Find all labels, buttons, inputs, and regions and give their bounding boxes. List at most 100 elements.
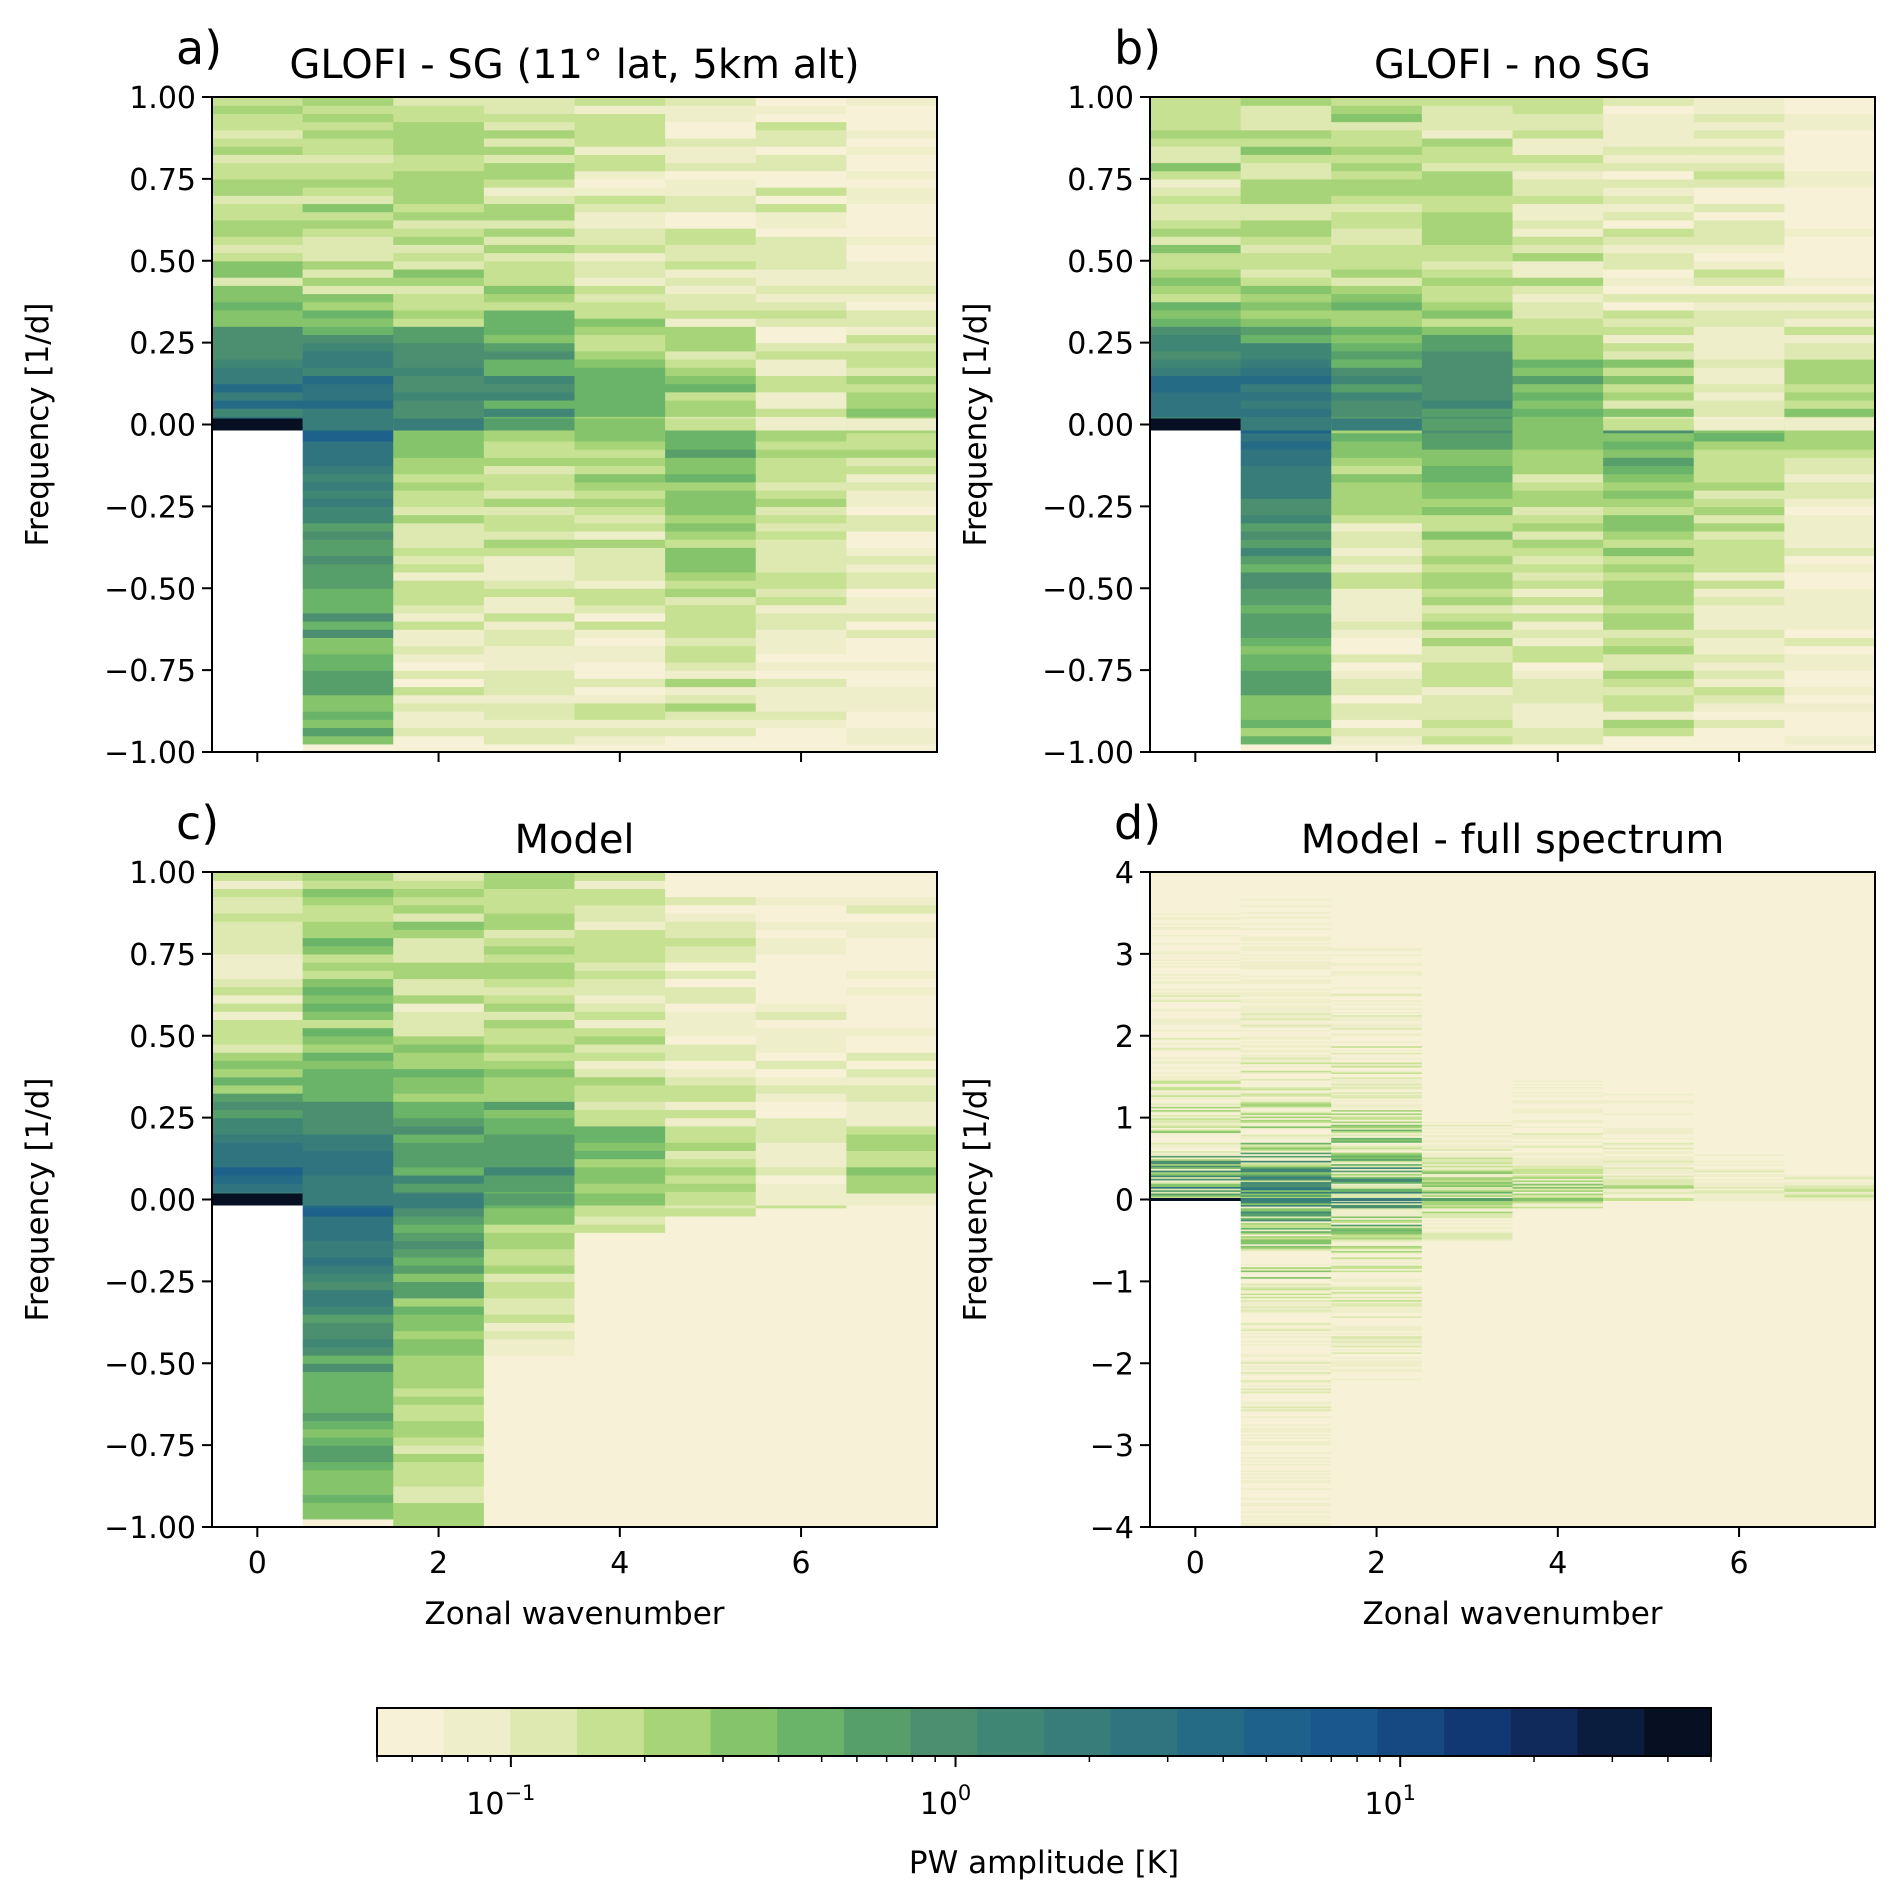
heatmap-cell bbox=[1331, 1142, 1423, 1145]
heatmap-cell bbox=[1603, 1505, 1695, 1508]
heatmap-cell bbox=[1512, 498, 1604, 507]
heatmap-cell bbox=[1603, 937, 1695, 940]
heatmap-cell bbox=[483, 367, 576, 376]
heatmap-cell bbox=[755, 146, 847, 155]
heatmap-cell bbox=[574, 962, 666, 971]
heatmap-cell bbox=[1603, 973, 1695, 976]
heatmap-cell bbox=[1784, 1039, 1876, 1042]
heatmap-cell bbox=[1603, 1454, 1695, 1458]
heatmap-cell bbox=[1693, 571, 1785, 581]
heatmap-cell bbox=[1331, 727, 1423, 737]
heatmap-cell bbox=[665, 896, 757, 906]
heatmap-cell bbox=[1603, 1471, 1695, 1474]
heatmap-cell bbox=[574, 970, 666, 980]
heatmap-cell bbox=[1331, 1468, 1423, 1471]
heatmap-cell bbox=[393, 727, 485, 737]
heatmap-cell bbox=[1603, 1379, 1695, 1382]
heatmap-cell bbox=[1512, 1134, 1604, 1137]
heatmap-cell bbox=[574, 670, 666, 679]
heatmap-cell bbox=[665, 1273, 757, 1282]
heatmap-cell bbox=[1693, 978, 1785, 981]
heatmap-cell bbox=[755, 872, 847, 881]
heatmap-cell bbox=[574, 399, 666, 409]
heatmap-cell bbox=[1240, 1415, 1332, 1418]
heatmap-cell bbox=[1512, 1476, 1604, 1479]
heatmap-cell bbox=[1512, 1499, 1604, 1502]
heatmap-cell bbox=[574, 1052, 666, 1061]
heatmap-cell bbox=[755, 571, 847, 581]
heatmap-cell bbox=[1693, 1016, 1785, 1019]
y-axis-label: Frequency [1/d] bbox=[958, 302, 994, 546]
heatmap-cell bbox=[1784, 1137, 1876, 1140]
heatmap-cell bbox=[574, 1346, 666, 1356]
heatmap-cell bbox=[1784, 1386, 1876, 1389]
heatmap-cell bbox=[1784, 359, 1876, 368]
heatmap-cell bbox=[846, 1240, 938, 1250]
heatmap-cell bbox=[1603, 894, 1695, 898]
heatmap-cell bbox=[755, 1305, 847, 1315]
heatmap-cell bbox=[212, 309, 304, 319]
heatmap-cell bbox=[574, 1043, 666, 1053]
heatmap-cell bbox=[1331, 984, 1423, 988]
heatmap-cell bbox=[1512, 1418, 1604, 1422]
heatmap-cell bbox=[1331, 1479, 1423, 1482]
heatmap-cell bbox=[393, 146, 485, 155]
heatmap-cell bbox=[483, 962, 576, 971]
heatmap-cell bbox=[1150, 1057, 1242, 1060]
y-tick-label: −0.25 bbox=[1042, 490, 1134, 525]
heatmap-cell bbox=[1240, 1515, 1332, 1518]
heatmap-cell bbox=[1331, 1009, 1423, 1012]
heatmap-cell bbox=[1421, 1233, 1514, 1237]
heatmap-cell bbox=[1421, 1057, 1514, 1060]
heatmap-cell bbox=[1784, 1183, 1876, 1186]
heatmap-cell bbox=[1784, 1341, 1876, 1345]
heatmap-cell bbox=[1240, 1471, 1332, 1474]
heatmap-cell bbox=[1512, 1060, 1604, 1063]
heatmap-cell bbox=[1693, 1268, 1785, 1271]
heatmap-column-k7 bbox=[1784, 97, 1876, 753]
heatmap-cell bbox=[1512, 1152, 1604, 1155]
heatmap-cell bbox=[755, 612, 847, 622]
heatmap-cell bbox=[1603, 1405, 1695, 1409]
heatmap-cell bbox=[1150, 1165, 1242, 1168]
heatmap-cell bbox=[1512, 1096, 1604, 1099]
heatmap-cell bbox=[1150, 252, 1242, 262]
heatmap-cell bbox=[1331, 1510, 1423, 1513]
heatmap-cell bbox=[1331, 719, 1423, 729]
heatmap-cell bbox=[1784, 1273, 1876, 1276]
heatmap-cell bbox=[1512, 105, 1604, 114]
heatmap-column-k4 bbox=[574, 872, 666, 1528]
heatmap-cell bbox=[1240, 1230, 1332, 1233]
heatmap-cell bbox=[1331, 1287, 1423, 1291]
heatmap-cell bbox=[1240, 1350, 1332, 1353]
heatmap-cell bbox=[1693, 937, 1785, 940]
heatmap-cell bbox=[574, 1322, 666, 1332]
heatmap-cell bbox=[665, 301, 757, 311]
heatmap-cell bbox=[1331, 1202, 1423, 1206]
heatmap-cell bbox=[1512, 1207, 1604, 1210]
heatmap-cell bbox=[1603, 1456, 1695, 1459]
heatmap-cell bbox=[1603, 1500, 1695, 1504]
heatmap-cell bbox=[1693, 1243, 1785, 1246]
heatmap-cell bbox=[1512, 909, 1604, 912]
y-axis-label: Frequency [1/d] bbox=[20, 1077, 56, 1321]
heatmap-cell bbox=[1331, 1158, 1423, 1161]
heatmap-cell bbox=[1693, 1373, 1785, 1376]
heatmap-cell bbox=[1331, 1438, 1423, 1441]
heatmap-cell bbox=[1240, 970, 1332, 973]
heatmap-cell bbox=[1331, 970, 1423, 973]
heatmap-cell bbox=[1784, 711, 1876, 720]
heatmap-cell bbox=[1331, 1240, 1423, 1243]
heatmap-cell bbox=[574, 937, 666, 947]
heatmap-cell bbox=[1784, 1217, 1876, 1220]
heatmap-cell bbox=[665, 1076, 757, 1086]
heatmap-cell bbox=[212, 888, 304, 898]
heatmap-cell bbox=[1693, 1428, 1785, 1431]
heatmap-cell bbox=[1421, 1025, 1514, 1029]
heatmap-cell bbox=[483, 1420, 576, 1430]
heatmap-cell bbox=[1693, 1420, 1785, 1423]
heatmap-cell bbox=[393, 653, 485, 663]
heatmap-cell bbox=[1240, 1320, 1332, 1323]
heatmap-cell bbox=[1693, 934, 1785, 937]
